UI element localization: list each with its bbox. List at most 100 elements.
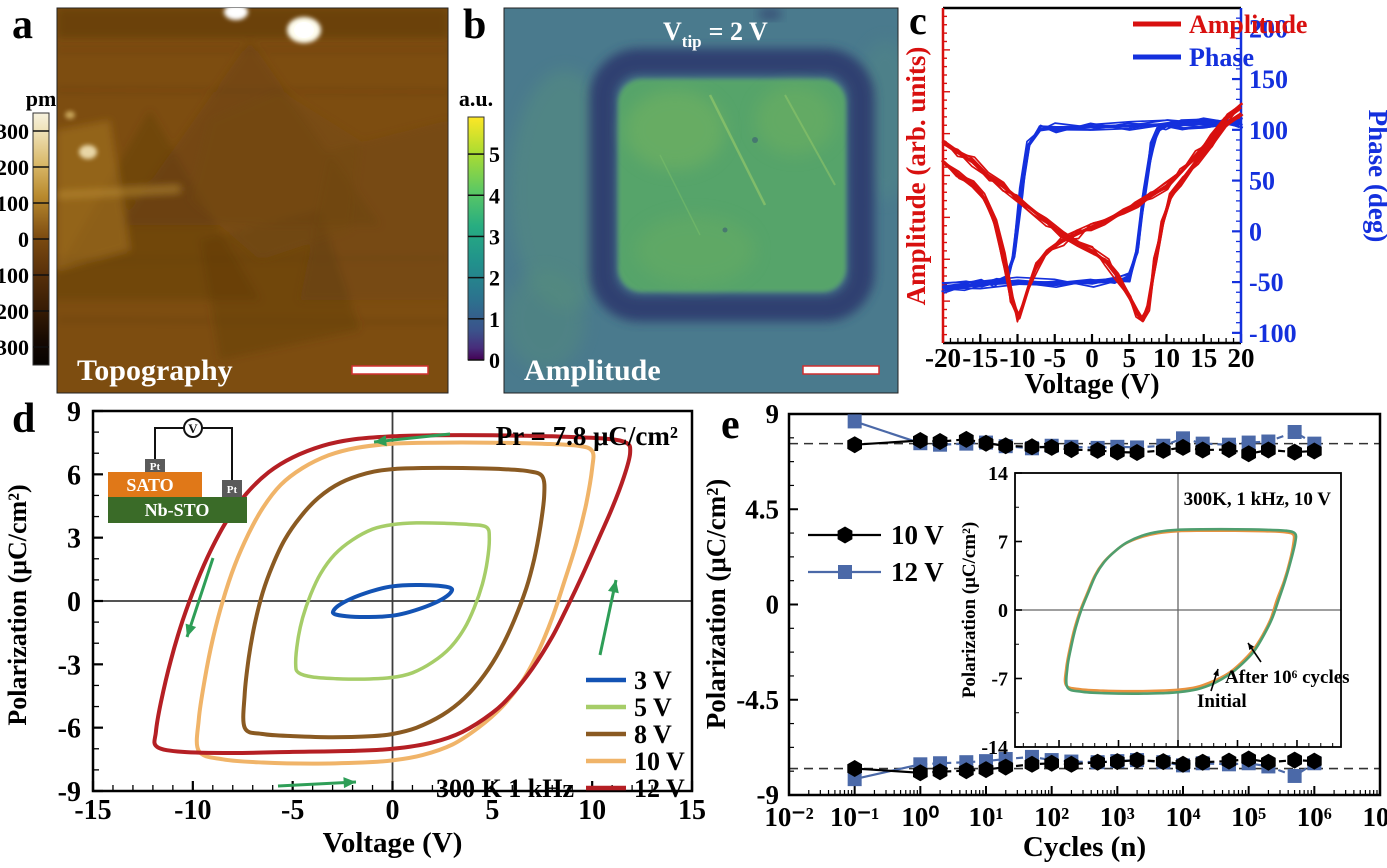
hexagon-marker <box>1024 438 1040 456</box>
panel-e-fatigue: e 10⁻² 10⁻¹ 10⁰ 10¹ 10² 10³ 10⁴ 10⁵ 10⁶ 10⁷ 9 4.5 0 -… <box>705 399 1387 863</box>
y-tick-label: 0 <box>766 590 780 620</box>
hexagon-marker <box>932 433 948 450</box>
background-patch <box>505 270 585 370</box>
colorbar-tick-label: 1 <box>489 307 500 332</box>
dark-spot <box>758 8 782 20</box>
arrow-head <box>185 623 197 637</box>
phase-tick-label: -100 <box>1249 319 1297 348</box>
nbsto-layer <box>108 497 247 523</box>
phase-tick-label: 50 <box>1249 167 1275 196</box>
phase-curve <box>941 123 1244 290</box>
x-tick-label: -15 <box>74 795 111 826</box>
square-marker <box>1287 424 1302 439</box>
hexagon-marker <box>998 437 1014 455</box>
inset-y-tick-label: 0 <box>998 600 1008 622</box>
hexagon-marker <box>1195 441 1211 459</box>
colorbar-tick-label: 4 <box>489 183 500 208</box>
panel-a-image-label: Topography <box>77 354 233 387</box>
colorbar-tick-label: 5 <box>489 142 500 167</box>
y-tick-label: 4.5 <box>745 494 779 524</box>
phase-tick-label: -50 <box>1249 268 1284 297</box>
hexagon-marker <box>1044 438 1059 456</box>
plot-frame <box>787 412 1382 797</box>
panel-c-pfm-loops: c -20 -15 -10 -5 0 5 10 15 20200150100500-50-100… <box>905 0 1387 400</box>
phase-tick-label: 200 <box>1249 14 1288 43</box>
hexagon-marker <box>1287 443 1302 461</box>
pv-loop-10V <box>194 440 596 766</box>
legend-label: 12 V <box>891 557 944 587</box>
pv-loop-8V <box>241 465 547 740</box>
scratch-line <box>784 94 836 186</box>
hexagon-marker <box>913 432 928 449</box>
hexagon-marker <box>1129 751 1145 769</box>
hexagon-marker <box>1221 752 1237 770</box>
y-tick-label: 9 <box>766 399 780 429</box>
terrace-shape <box>57 186 180 198</box>
pv-loop-3V <box>330 582 455 620</box>
arrow-line <box>373 432 451 444</box>
hexagon-marker <box>1175 755 1191 773</box>
pt-electrode-side-label: Pt <box>227 484 238 496</box>
series-line <box>854 420 921 445</box>
scale-bar <box>802 365 880 375</box>
bright-particle <box>65 111 75 119</box>
arrow-line <box>598 579 618 656</box>
hexagon-marker <box>1307 752 1322 770</box>
colorbar-tick-label: 0 <box>489 348 500 373</box>
vtip-post: = 2 V <box>709 17 768 46</box>
legend-label: 5 V <box>634 693 672 722</box>
colorbar-tick-label: 0 <box>18 227 29 252</box>
panel-b-amplitude: b Vtip = 2 V Amplitude <box>459 2 899 394</box>
inset-pv-chart: 14 7 0 -7 -14 300K, 1 kHz, 10 V After 10⁶ cycl… <box>959 463 1350 759</box>
x-tick-label: 10⁻¹ <box>830 802 879 832</box>
legend-label: 10 V <box>891 520 944 550</box>
hexagon-marker <box>1155 753 1171 771</box>
y-tick-label: -3 <box>58 650 81 681</box>
colorbar-tick-label: -100 <box>0 263 29 288</box>
square-marker <box>838 565 852 579</box>
pv-loop-12V <box>152 433 633 755</box>
x-tick-label: 10 <box>1153 343 1180 373</box>
pv-loop-chart: -15 -10 -5 0 5 10 15 9 6 3 0 -3 -6 -9 3 V5 V8 V10 V12 … <box>3 397 706 859</box>
y-axis-title-left: Amplitude (arb. units) <box>905 47 931 306</box>
hexagon-marker <box>837 526 853 544</box>
legend-label: 3 V <box>634 666 672 695</box>
hexagon-marker <box>1155 441 1171 459</box>
bright-patch <box>755 85 835 155</box>
hexagon-marker <box>1241 750 1256 768</box>
hexagon-marker <box>913 764 928 782</box>
legend-label: Amplitude <box>1189 10 1307 39</box>
panel-a-topography: a <box>0 2 449 394</box>
voltmeter-label: V <box>188 421 198 436</box>
hexagon-marker <box>978 434 994 452</box>
condition-annotation: 300 K 1 kHz <box>436 774 574 803</box>
x-tick-label: 10⁻² <box>764 802 813 832</box>
x-tick-label: 10² <box>1034 802 1069 832</box>
phase-tick-label: 0 <box>1249 217 1262 246</box>
y-axis-title: Polarization (μC/cm²) <box>3 484 32 725</box>
hexagon-marker <box>998 758 1014 776</box>
square-marker <box>847 772 862 787</box>
terrace-shape <box>57 8 448 38</box>
vtip-sub: tip <box>682 32 702 51</box>
hexagon-marker <box>1175 438 1191 456</box>
scratch-line <box>708 94 767 206</box>
pt-electrode-top <box>145 459 165 472</box>
pr-annotation: Pr = 7.8 μC/cm² <box>496 421 678 451</box>
panel-b-image-label: Amplitude <box>524 354 661 387</box>
amplitude-curve <box>941 109 1241 323</box>
x-tick-label: 20 <box>1228 343 1255 373</box>
initial-label: Initial <box>1197 691 1247 712</box>
bright-particle <box>294 22 314 38</box>
y-axis-title-right: Phase (deg) <box>1363 110 1387 243</box>
x-tick-label: 10³ <box>1100 802 1135 832</box>
hexagon-marker <box>978 761 994 779</box>
colorbar-a-unit: pm <box>26 86 57 111</box>
phase-curve <box>943 117 1243 294</box>
square-marker <box>847 414 862 429</box>
hexagon-marker <box>958 430 974 448</box>
hexagon-marker <box>1241 445 1256 463</box>
phase-tick-label: 150 <box>1249 65 1288 94</box>
hexagon-marker <box>1110 443 1125 461</box>
panel-d-pv-loops: d -15 -10 -5 0 5 10 15 9 6 3 0 -3 -6 -9 3 V5 V8 V10 V1… <box>3 396 706 859</box>
